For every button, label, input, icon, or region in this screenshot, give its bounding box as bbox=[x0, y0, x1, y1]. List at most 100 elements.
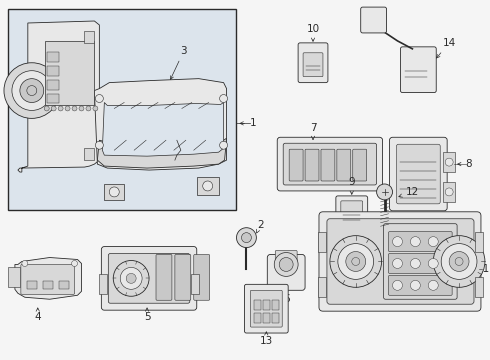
Circle shape bbox=[126, 273, 136, 283]
Circle shape bbox=[220, 141, 227, 149]
Bar bbox=[197, 177, 219, 195]
Text: 10: 10 bbox=[306, 24, 319, 41]
Circle shape bbox=[203, 181, 213, 191]
FancyBboxPatch shape bbox=[321, 149, 335, 181]
Circle shape bbox=[86, 106, 91, 111]
FancyBboxPatch shape bbox=[389, 232, 452, 252]
Text: 4: 4 bbox=[34, 308, 41, 322]
Bar bbox=[318, 232, 326, 252]
Bar bbox=[47, 52, 59, 62]
Circle shape bbox=[44, 106, 49, 111]
Circle shape bbox=[279, 257, 293, 271]
FancyBboxPatch shape bbox=[341, 201, 363, 225]
Bar bbox=[47, 66, 59, 76]
Text: 7: 7 bbox=[310, 123, 317, 139]
Circle shape bbox=[455, 257, 463, 265]
FancyBboxPatch shape bbox=[353, 149, 367, 181]
Bar bbox=[263, 313, 270, 323]
FancyBboxPatch shape bbox=[108, 253, 190, 303]
Text: 2: 2 bbox=[257, 220, 264, 233]
Circle shape bbox=[352, 257, 360, 265]
FancyBboxPatch shape bbox=[303, 53, 323, 77]
FancyBboxPatch shape bbox=[384, 224, 457, 299]
FancyBboxPatch shape bbox=[21, 265, 74, 294]
FancyBboxPatch shape bbox=[319, 212, 481, 311]
Circle shape bbox=[411, 280, 420, 290]
Polygon shape bbox=[95, 78, 226, 170]
FancyBboxPatch shape bbox=[390, 137, 447, 211]
Circle shape bbox=[96, 141, 103, 149]
FancyBboxPatch shape bbox=[289, 149, 303, 181]
Circle shape bbox=[22, 261, 28, 266]
Circle shape bbox=[392, 280, 402, 290]
Text: 5: 5 bbox=[144, 308, 150, 322]
Text: 12: 12 bbox=[399, 187, 419, 197]
Circle shape bbox=[93, 106, 98, 111]
Bar bbox=[104, 184, 124, 200]
Circle shape bbox=[72, 261, 77, 266]
Circle shape bbox=[411, 237, 420, 247]
Circle shape bbox=[113, 261, 149, 296]
Bar bbox=[8, 9, 237, 210]
Circle shape bbox=[441, 244, 477, 279]
Circle shape bbox=[65, 106, 70, 111]
Bar bbox=[191, 274, 199, 294]
Bar bbox=[27, 282, 37, 289]
Circle shape bbox=[51, 106, 56, 111]
Polygon shape bbox=[18, 21, 99, 172]
FancyBboxPatch shape bbox=[396, 144, 440, 204]
Circle shape bbox=[12, 71, 51, 111]
Circle shape bbox=[346, 252, 366, 271]
Bar bbox=[443, 152, 455, 172]
FancyBboxPatch shape bbox=[268, 255, 305, 290]
Bar bbox=[45, 41, 95, 105]
FancyBboxPatch shape bbox=[327, 219, 474, 304]
Bar bbox=[254, 300, 261, 310]
Bar bbox=[443, 182, 455, 202]
Circle shape bbox=[274, 252, 298, 276]
Text: 6: 6 bbox=[283, 288, 290, 304]
Circle shape bbox=[58, 106, 63, 111]
Circle shape bbox=[20, 78, 44, 103]
FancyBboxPatch shape bbox=[194, 255, 210, 300]
Circle shape bbox=[79, 106, 84, 111]
FancyBboxPatch shape bbox=[101, 247, 197, 310]
Text: 9: 9 bbox=[348, 177, 355, 194]
FancyBboxPatch shape bbox=[305, 149, 319, 181]
Text: 11: 11 bbox=[477, 265, 490, 274]
Circle shape bbox=[377, 184, 392, 200]
Circle shape bbox=[96, 95, 103, 103]
Circle shape bbox=[242, 233, 251, 243]
Circle shape bbox=[428, 280, 438, 290]
Text: 8: 8 bbox=[458, 159, 472, 169]
Bar bbox=[99, 274, 107, 294]
Circle shape bbox=[445, 188, 453, 196]
Bar bbox=[272, 313, 279, 323]
Circle shape bbox=[428, 258, 438, 269]
Circle shape bbox=[428, 237, 438, 247]
Bar bbox=[475, 278, 483, 297]
FancyBboxPatch shape bbox=[361, 7, 387, 33]
Circle shape bbox=[392, 237, 402, 247]
Bar bbox=[318, 278, 326, 297]
Polygon shape bbox=[102, 103, 223, 156]
Bar bbox=[263, 300, 270, 310]
Bar bbox=[8, 267, 20, 287]
Polygon shape bbox=[98, 138, 226, 168]
FancyBboxPatch shape bbox=[336, 196, 368, 230]
Circle shape bbox=[237, 228, 256, 248]
FancyBboxPatch shape bbox=[337, 149, 351, 181]
FancyBboxPatch shape bbox=[298, 43, 328, 82]
Circle shape bbox=[330, 236, 382, 287]
Circle shape bbox=[27, 86, 37, 95]
Bar bbox=[59, 282, 69, 289]
Circle shape bbox=[338, 244, 374, 279]
Bar bbox=[475, 232, 483, 252]
Text: 1: 1 bbox=[240, 118, 257, 129]
FancyBboxPatch shape bbox=[156, 255, 172, 300]
Bar bbox=[47, 94, 59, 103]
Bar bbox=[47, 80, 59, 90]
FancyBboxPatch shape bbox=[175, 255, 191, 300]
FancyBboxPatch shape bbox=[283, 143, 377, 185]
FancyBboxPatch shape bbox=[277, 137, 383, 191]
